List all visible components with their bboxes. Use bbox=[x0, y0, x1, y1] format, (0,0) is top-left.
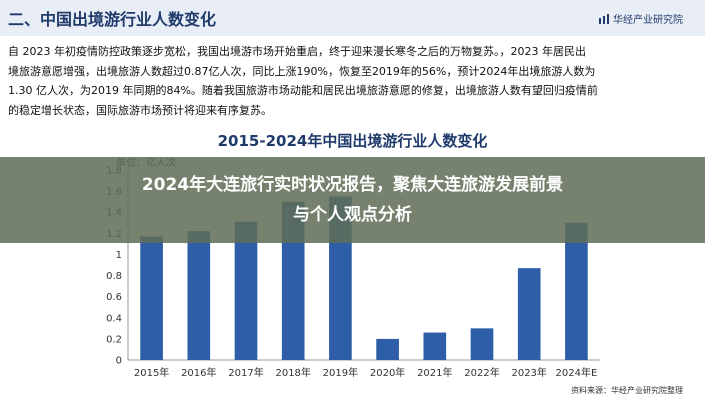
paragraph-line: 的稳定增长状态，国际旅游市场预计将迎来有序复苏。 bbox=[8, 103, 272, 117]
bar bbox=[234, 221, 258, 360]
y-tick-label: 0.8 bbox=[106, 271, 122, 282]
y-tick-label: 0.2 bbox=[106, 334, 122, 345]
brand: 华经产业研究院 bbox=[599, 11, 683, 26]
x-tick-label: 2024年E bbox=[556, 366, 598, 379]
bar bbox=[140, 236, 163, 360]
x-tick-label: 2016年 bbox=[181, 366, 216, 379]
bar bbox=[565, 222, 588, 360]
x-tick-label: 2023年 bbox=[511, 366, 546, 379]
bar bbox=[517, 268, 541, 360]
bar bbox=[470, 328, 494, 360]
bar bbox=[423, 332, 447, 360]
chart-title: 2015-2024年中国出境游行业人数变化 bbox=[217, 132, 488, 150]
paragraph-line: 境旅游意愿增强，出境旅游人数超过0.87亿人次，同比上涨190%，恢复至2019… bbox=[8, 64, 596, 78]
x-tick-label: 2020年 bbox=[370, 366, 405, 379]
paragraph-line: 1.30 亿人次，为2019 年同期的84%。随着我国旅游市场动能和居民出境旅游… bbox=[8, 84, 598, 97]
bar-logo-icon bbox=[599, 13, 609, 24]
overlay-title-line: 2024年大连旅行实时状况报告，聚焦大连旅游发展前景 bbox=[141, 175, 564, 195]
x-tick-label: 2015年 bbox=[134, 366, 169, 379]
paragraph-line: 自 2023 年初疫情防控政策逐步宽松，我国出境游市场开始重启，终于迎来漫长寒冬… bbox=[8, 45, 586, 58]
x-tick-label: 2017年 bbox=[228, 366, 263, 379]
header-bar bbox=[0, 0, 705, 36]
x-tick-label: 2021年 bbox=[417, 366, 452, 379]
x-tick-label: 2019年 bbox=[323, 366, 358, 379]
brand-name: 华经产业研究院 bbox=[613, 15, 683, 26]
y-tick-label: 1 bbox=[116, 250, 122, 261]
bar bbox=[376, 338, 399, 360]
overlay-title: 2024年大连旅行实时状况报告，聚焦大连旅游发展前景 与个人观点分析 bbox=[0, 170, 705, 230]
title-overlay-band bbox=[0, 157, 705, 243]
bar bbox=[187, 231, 211, 360]
x-tick-label: 2022年 bbox=[464, 366, 499, 379]
source-note: 资料来源：华经产业研究院整理 bbox=[571, 386, 683, 395]
bar-chart: 单位：亿人次00.20.40.60.811.21.41.61.82015年201… bbox=[106, 156, 600, 379]
intro-paragraph: 自 2023 年初疫情防控政策逐步宽松，我国出境游市场开始重启，终于迎来漫长寒冬… bbox=[8, 42, 698, 120]
y-tick-label: 0.6 bbox=[106, 292, 122, 303]
y-tick-label: 0.4 bbox=[106, 313, 122, 324]
overlay-title-line: 与个人观点分析 bbox=[293, 205, 412, 225]
section-title: 二、中国出境游行业人数变化 bbox=[8, 10, 217, 29]
y-tick-label: 0 bbox=[116, 356, 122, 367]
x-tick-label: 2018年 bbox=[275, 366, 310, 379]
